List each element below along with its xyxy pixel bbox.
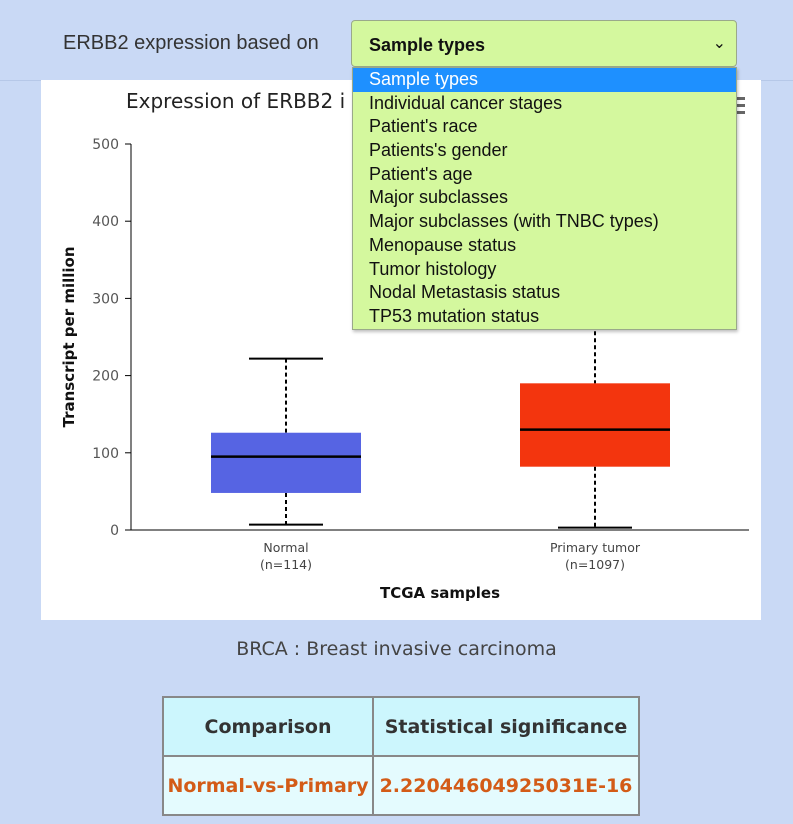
select-option[interactable]: Nodal Metastasis status bbox=[369, 282, 561, 303]
chart-title: Expression of ERBB2 i bbox=[126, 89, 345, 113]
significance-table: Comparison Statistical significance Norm… bbox=[162, 696, 640, 816]
select-option[interactable]: Menopause status bbox=[369, 234, 517, 255]
y-tick-label: 100 bbox=[92, 446, 119, 462]
category-count-label: (n=1097) bbox=[565, 557, 625, 572]
y-tick-label: 400 bbox=[92, 214, 119, 230]
box bbox=[520, 383, 670, 467]
header-significance: Statistical significance bbox=[372, 696, 640, 757]
header-comparison: Comparison bbox=[162, 696, 374, 757]
table-row: Normal-vs-Primary 2.22044604925031E-16 bbox=[162, 755, 640, 816]
select-option[interactable]: Individual cancer stages bbox=[369, 92, 563, 113]
y-tick-label: 300 bbox=[92, 291, 119, 307]
select-option[interactable]: TP53 mutation status bbox=[369, 305, 540, 326]
select-option[interactable]: Patient's race bbox=[369, 116, 478, 137]
cell-pvalue: 2.22044604925031E-16 bbox=[372, 755, 640, 816]
y-tick-label: 0 bbox=[110, 523, 119, 539]
selector-label: ERBB2 expression based on bbox=[63, 32, 319, 54]
box-plot: Expression of ERBB2 i 0 100 200 300 400 500 Tra… bbox=[60, 89, 749, 602]
select-option[interactable]: Patient's age bbox=[369, 163, 473, 184]
x-axis-label: TCGA samples bbox=[380, 584, 500, 602]
y-tick-label: 200 bbox=[92, 369, 119, 385]
y-tick-label: 500 bbox=[92, 137, 119, 153]
cell-comparison: Normal-vs-Primary bbox=[162, 755, 374, 816]
select-option[interactable]: Patients's gender bbox=[369, 140, 508, 161]
select-option[interactable]: Major subclasses bbox=[369, 187, 509, 208]
select-option[interactable]: Major subclasses (with TNBC types) bbox=[369, 211, 659, 232]
y-axis-label: Transcript per million bbox=[60, 247, 78, 428]
box bbox=[211, 432, 361, 493]
chevron-down-icon: ⌄ bbox=[712, 33, 726, 52]
category-label: Normal bbox=[263, 540, 308, 555]
select-option[interactable]: Sample types bbox=[353, 68, 736, 92]
category-count-label: (n=114) bbox=[260, 557, 312, 572]
sample-type-select[interactable]: Sample types ⌄ bbox=[351, 20, 737, 67]
select-option[interactable]: Tumor histology bbox=[369, 258, 497, 279]
cancer-caption: BRCA : Breast invasive carcinoma bbox=[236, 638, 557, 660]
category-label: Primary tumor bbox=[550, 540, 641, 555]
select-value: Sample types bbox=[369, 35, 486, 55]
chart-menu-icon[interactable] bbox=[735, 97, 745, 114]
select-dropdown-list[interactable]: Sample types Individual cancer stages Pati… bbox=[352, 67, 737, 330]
